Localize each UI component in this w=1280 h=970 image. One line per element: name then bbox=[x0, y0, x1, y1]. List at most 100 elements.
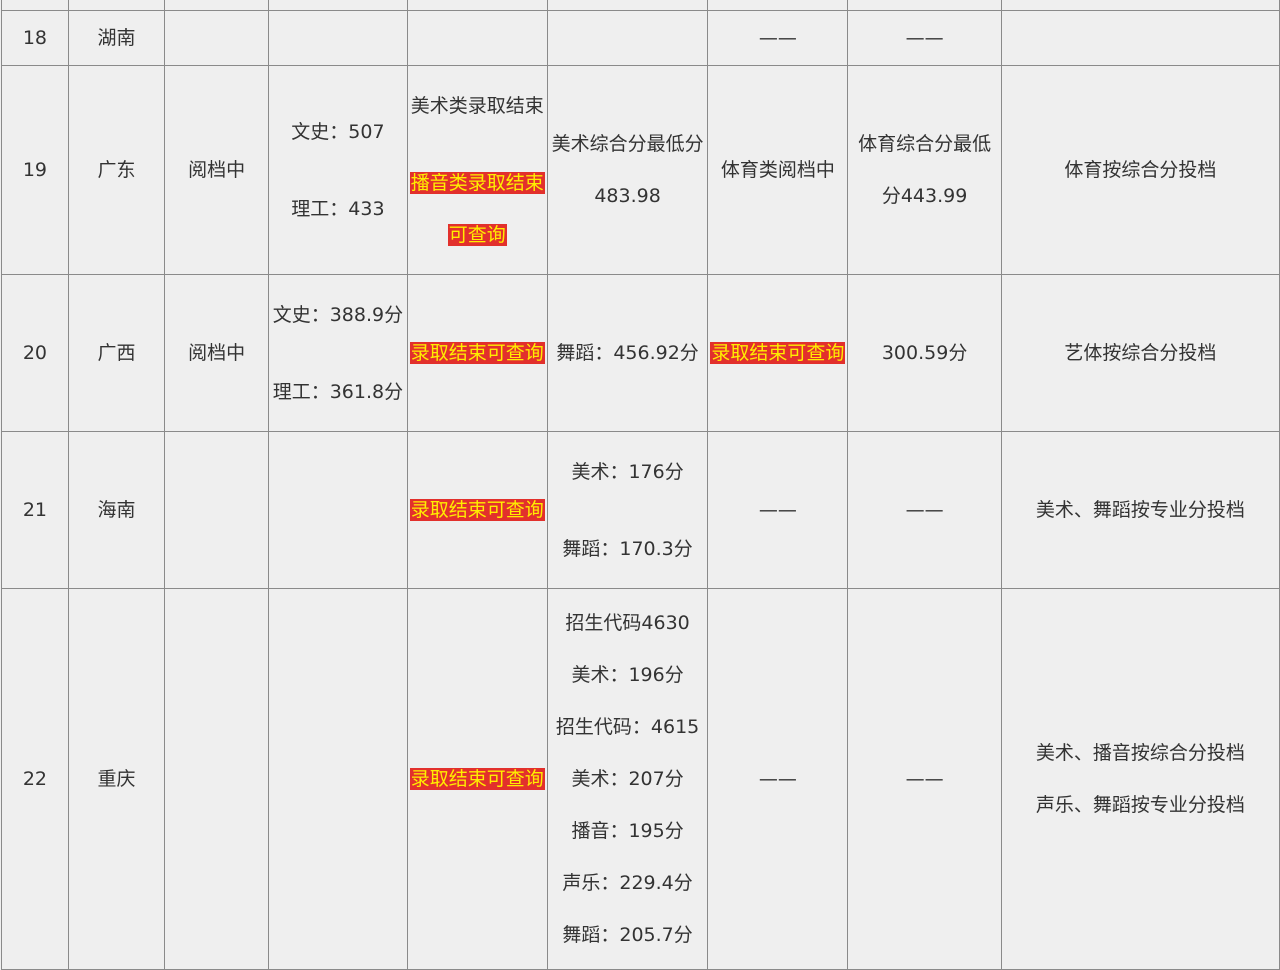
cell-line: 体育综合分最低 bbox=[849, 131, 1000, 157]
cell-culture-score: 文史：507 理工：433 bbox=[268, 65, 408, 275]
cell-art-score bbox=[546, 10, 709, 66]
cell-culture-score bbox=[268, 0, 408, 11]
cell-culture-score bbox=[268, 431, 408, 589]
cell-line: 体育类阅档中 bbox=[709, 157, 847, 183]
cell-line: 声乐：229.4分 bbox=[548, 870, 707, 896]
cell-text: 22 bbox=[22, 768, 48, 790]
cell-line: 播音类录取结束 bbox=[408, 170, 546, 196]
cell-line: 美术：196分 bbox=[548, 662, 707, 688]
cell-text: —— bbox=[905, 27, 944, 49]
cell-note: 美术、舞蹈按专业分投档 bbox=[1000, 431, 1280, 589]
cell-text: 美术：176分 bbox=[571, 460, 684, 483]
cell-line: 舞蹈：170.3分 bbox=[548, 536, 707, 562]
table-row: 22 重庆 录取结束可查询 招生代码4630 美术：196分 招生代码：4615 美术：20… bbox=[1, 588, 1280, 970]
cell-index: 18 bbox=[1, 10, 69, 66]
cell-text: 19 bbox=[22, 159, 48, 181]
cell-text: 海南 bbox=[97, 499, 136, 521]
cell-text: 招生代码4630 bbox=[565, 612, 690, 634]
cell-text: 舞蹈：456.92分 bbox=[556, 342, 699, 364]
cell-text: 舞蹈：170.3分 bbox=[562, 537, 693, 560]
cell-text: 艺体按综合分投档 bbox=[1064, 342, 1217, 364]
cell-line: —— bbox=[849, 766, 1000, 792]
cell-sports-status: —— bbox=[707, 588, 849, 970]
cell-text: 300.59分 bbox=[881, 342, 968, 364]
cell-note: 艺体按综合分投档 bbox=[1000, 274, 1280, 432]
cell-note: 美术、播音按综合分投档 声乐、舞蹈按专业分投档 bbox=[1000, 588, 1280, 970]
cell-text: 体育按综合分投档 bbox=[1064, 159, 1217, 181]
cell-line: 录取结束可查询 bbox=[408, 497, 546, 523]
cell-text: 理工：361.8分 bbox=[272, 380, 404, 403]
cell-sports-score: —— bbox=[847, 588, 1002, 970]
cell-line: 文史：388.9分 bbox=[269, 302, 406, 328]
cell-sports-score: 300.59分 bbox=[847, 274, 1002, 432]
cell-text: 20 bbox=[22, 342, 48, 364]
cell-text: 阅档中 bbox=[188, 342, 246, 364]
cell-text: 湖南 bbox=[97, 27, 136, 49]
cell-line: 阅档中 bbox=[166, 340, 268, 366]
cell-line: 舞蹈：456.92分 bbox=[548, 340, 707, 366]
cell-status: 阅档中 bbox=[164, 65, 269, 275]
cell-line: 美术、播音按综合分投档 bbox=[1002, 740, 1278, 766]
highlight-text: 可查询 bbox=[447, 223, 507, 246]
cell-text: —— bbox=[758, 499, 797, 521]
cell-line: 美术：207分 bbox=[548, 766, 707, 792]
cell-index: 22 bbox=[1, 588, 69, 970]
cell-line: 阅档中 bbox=[166, 157, 268, 183]
cell-index: 19 bbox=[1, 65, 69, 275]
cell-text: 483.98 bbox=[594, 185, 661, 207]
highlight-text: 录取结束可查询 bbox=[409, 768, 545, 790]
cell-line: 美术、舞蹈按专业分投档 bbox=[1002, 497, 1278, 523]
cell-province bbox=[67, 0, 166, 11]
cell-line: —— bbox=[849, 25, 1000, 51]
cell-text: 体育综合分最低 bbox=[858, 133, 992, 155]
cell-line: 22 bbox=[2, 766, 67, 792]
cell-sports-score: —— bbox=[847, 10, 1002, 66]
cell-line: 湖南 bbox=[69, 25, 163, 51]
cell-province: 广东 bbox=[67, 65, 166, 275]
cell-line: 理工：361.8分 bbox=[269, 379, 406, 405]
highlight-text: 录取结束可查询 bbox=[409, 342, 545, 364]
cell-art-score: 美术综合分最低分 483.98 bbox=[546, 65, 709, 275]
cell-text: 理工：433 bbox=[291, 197, 385, 220]
cell-line: 广西 bbox=[69, 340, 163, 366]
table-row: 21 海南 录取结束可查询 美术：176分 舞蹈：170.3分 —— —— 美术、舞蹈按专业分… bbox=[1, 431, 1280, 589]
cell-line: —— bbox=[709, 766, 847, 792]
cell-line: 483.98 bbox=[548, 183, 707, 209]
cell-line: 文史：507 bbox=[269, 119, 406, 145]
cell-sports-status: —— bbox=[707, 10, 849, 66]
cell-line: 理工：433 bbox=[269, 196, 406, 222]
cell-line: 播音：195分 bbox=[548, 818, 707, 844]
cell-line: 19 bbox=[2, 157, 67, 183]
cell-text: 美术综合分最低分 bbox=[551, 133, 704, 155]
cell-line: 300.59分 bbox=[849, 340, 1000, 366]
cell-line: 美术：176分 bbox=[548, 459, 707, 485]
cell-line: 重庆 bbox=[69, 766, 163, 792]
cell-line: 招生代码4630 bbox=[548, 610, 707, 636]
cell-line: 录取结束可查询 bbox=[408, 766, 546, 792]
cell-text: 舞蹈：205.7分 bbox=[562, 924, 693, 946]
cell-line: 18 bbox=[2, 25, 67, 51]
cell-line: 舞蹈：205.7分 bbox=[548, 922, 707, 948]
cell-text: 招生代码：4615 bbox=[555, 716, 700, 738]
cell-text: 广东 bbox=[97, 159, 136, 181]
cell-sports-status: —— bbox=[707, 431, 849, 589]
cell-line: 美术类录取结束 bbox=[408, 93, 546, 119]
cell-text: 文史：388.9分 bbox=[272, 303, 404, 326]
cell-line: 广东 bbox=[69, 157, 163, 183]
cell-line: —— bbox=[709, 25, 847, 51]
cell-sports-status: 录取结束可查询 bbox=[707, 274, 849, 432]
cell-sports-score: 体育综合分最低分443.99 bbox=[847, 65, 1002, 275]
cell-province: 海南 bbox=[67, 431, 166, 589]
cell-art-score bbox=[546, 0, 709, 11]
cell-text: 美术：196分 bbox=[571, 664, 684, 686]
cell-admission-status bbox=[406, 0, 548, 11]
cell-line: 分443.99 bbox=[849, 183, 1000, 209]
cell-line: —— bbox=[849, 497, 1000, 523]
cell-text: —— bbox=[905, 499, 944, 521]
cell-note: 体育按综合分投档 bbox=[1000, 65, 1280, 275]
cell-line: 21 bbox=[2, 497, 67, 523]
cell-text: 重庆 bbox=[97, 768, 136, 790]
cell-status bbox=[164, 10, 269, 66]
cell-text: —— bbox=[905, 768, 944, 790]
cell-sports-status bbox=[707, 0, 849, 11]
